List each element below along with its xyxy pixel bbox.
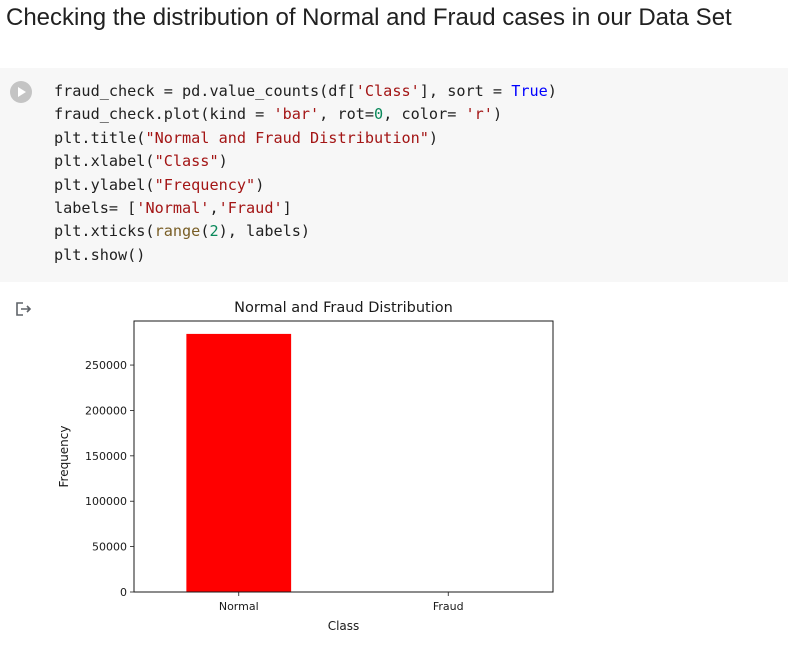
code-token: labels= [ [54, 199, 137, 218]
y-tick-label: 250000 [85, 359, 127, 372]
code-token: 2 [209, 222, 219, 241]
y-tick-label: 0 [120, 586, 127, 599]
code-token: ) [492, 105, 503, 124]
y-tick-label: 200000 [85, 404, 127, 417]
code-token: ], sort = [419, 82, 512, 100]
code-token: plt.ylabel( [54, 175, 155, 194]
code-token: , color= [383, 105, 466, 124]
y-tick-label: 100000 [85, 495, 127, 508]
code-token: plt.title( [54, 128, 146, 147]
code-token: , rot= [319, 105, 375, 124]
code-token: ), labels) [218, 222, 311, 241]
code-token: plt.xlabel( [54, 152, 155, 171]
code-token: ) [255, 175, 265, 194]
run-cell-button[interactable] [10, 81, 32, 103]
code-token: 'Normal' [136, 199, 210, 218]
code-token: 'Class' [355, 82, 420, 100]
chart-title: Normal and Fraud Distribution [234, 300, 453, 316]
output-redirect-icon[interactable] [14, 300, 34, 323]
chart-x-axis-label: Class [328, 619, 360, 633]
code-token: plt.xticks( [54, 222, 155, 241]
plot-frame [133, 320, 554, 593]
x-tick-label: Normal [219, 600, 259, 613]
code-token: "Class" [154, 152, 219, 171]
code-token: ) [218, 152, 228, 171]
code-line: plt.title("Normal and Fraud Distribution… [54, 127, 557, 150]
code-cell[interactable]: fraud_check = pd.value_counts(df['Class'… [0, 68, 788, 282]
code-token: , [209, 199, 219, 218]
code-token: fraud_check = pd.value_counts(df[ [54, 82, 356, 100]
code-token: range [154, 222, 201, 241]
code-line: plt.ylabel("Frequency") [54, 174, 557, 197]
code-token: True [511, 82, 548, 100]
code-line: fraud_check.plot(kind = 'bar', rot=0, co… [54, 103, 557, 126]
code-token: plt.show() [54, 245, 146, 264]
bar-normal [186, 333, 292, 592]
code-token: 'r' [465, 105, 493, 124]
code-token: ( [200, 222, 210, 241]
code-token: ] [282, 199, 292, 218]
code-token: "Normal and Fraud Distribution" [145, 128, 429, 147]
code-token: "Frequency" [154, 175, 256, 194]
code-token: 'bar' [273, 105, 320, 124]
bar-chart: Normal and Fraud Distribution Normal Frau… [57, 300, 554, 633]
code-token: 0 [374, 105, 384, 124]
section-heading: Checking the distribution of Normal and … [6, 4, 732, 31]
code-line: plt.show() [54, 244, 557, 267]
code-line: fraud_check = pd.value_counts(df['Class'… [54, 80, 557, 103]
code-line: labels= ['Normal','Fraud'] [54, 197, 557, 220]
code-token: 'Fraud' [218, 199, 283, 218]
x-tick-label: Fraud [433, 600, 464, 613]
play-icon [18, 87, 26, 97]
code-token: fraud_check.plot(kind = [54, 105, 274, 124]
chart-y-axis-label: Frequency [57, 426, 71, 488]
y-tick-label: 150000 [85, 450, 127, 463]
code-line: plt.xticks(range(2), labels) [54, 220, 557, 243]
code-token: ) [547, 82, 557, 100]
y-tick-label: 50000 [92, 541, 127, 554]
code-editor[interactable]: fraud_check = pd.value_counts(df['Class'… [54, 80, 557, 267]
code-token: ) [428, 128, 439, 147]
code-line: plt.xlabel("Class") [54, 150, 557, 173]
